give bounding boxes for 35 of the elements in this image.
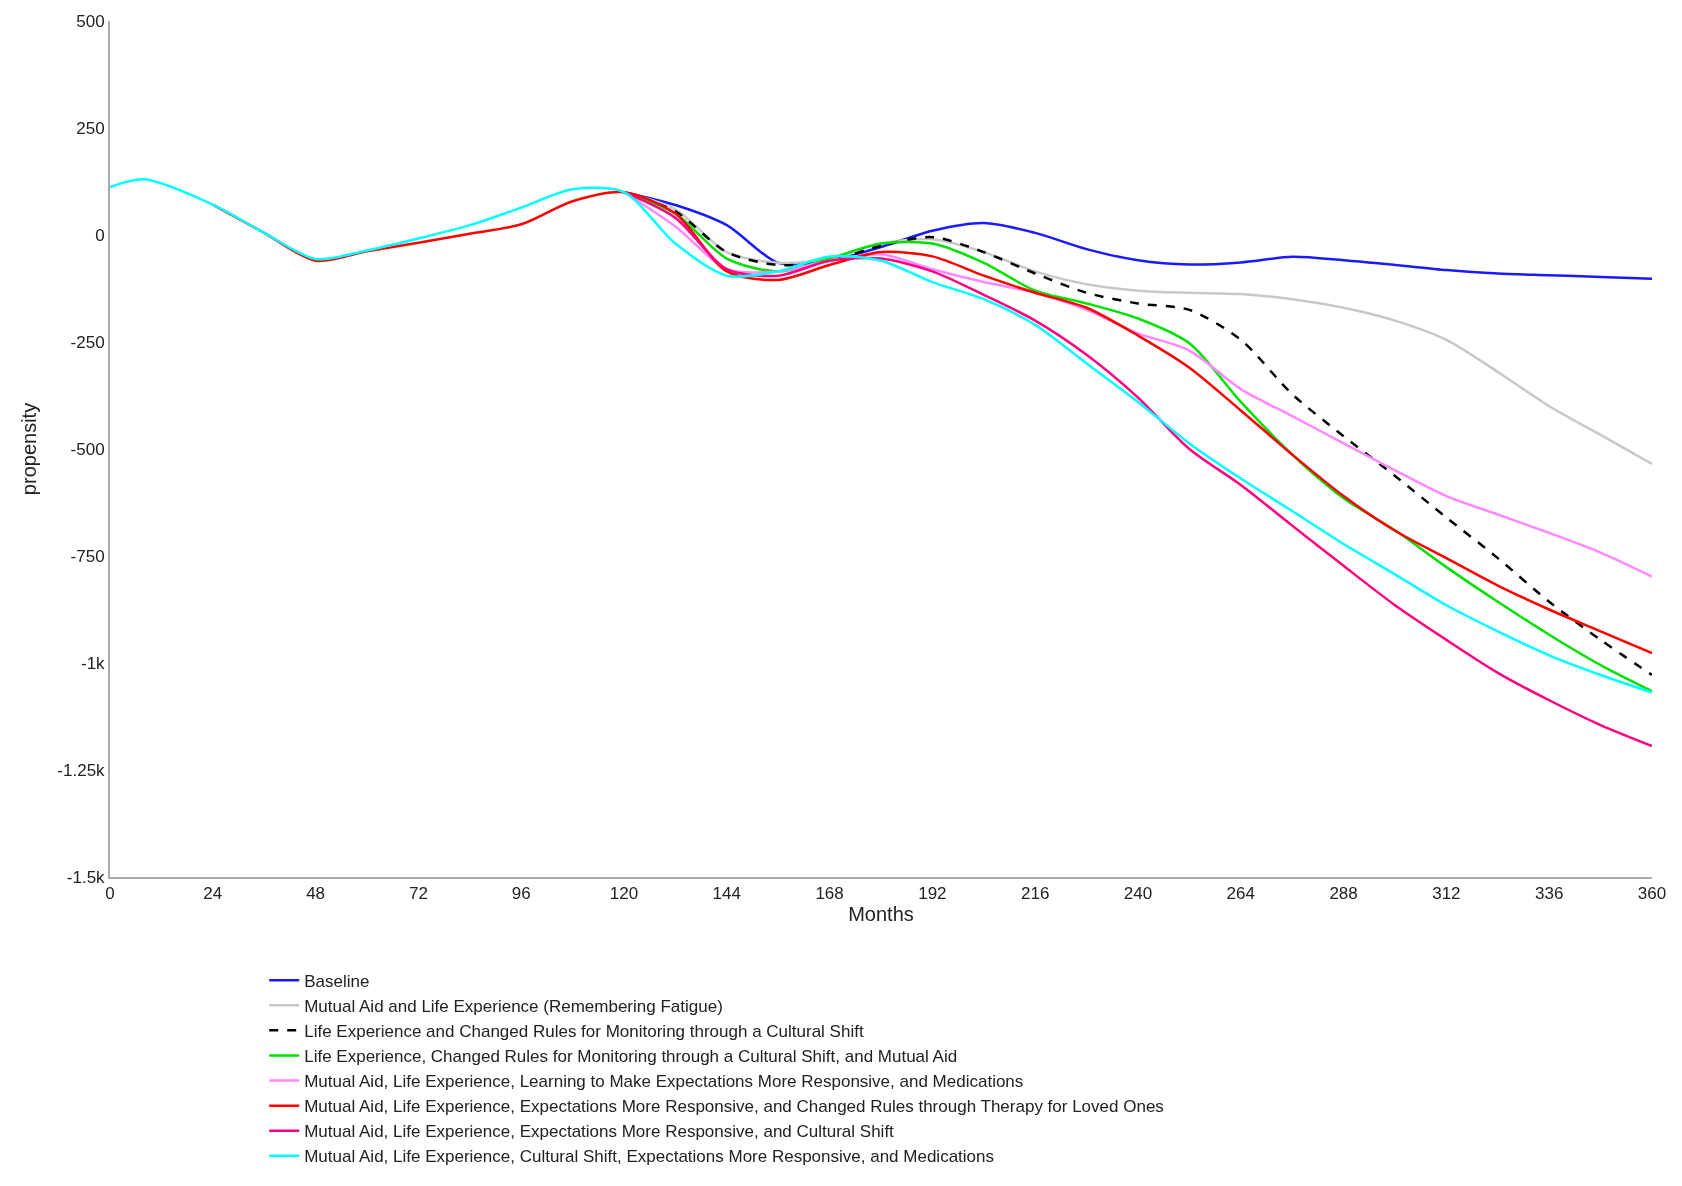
x-tick-label: 144 <box>712 884 741 904</box>
x-tick-label: 336 <box>1535 884 1564 904</box>
legend-label: Baseline <box>304 971 370 991</box>
x-tick-label: 312 <box>1432 884 1461 904</box>
legend-label: Mutual Aid and Life Experience (Remembering Fatigue) <box>304 996 723 1016</box>
x-tick-label: 264 <box>1226 884 1255 904</box>
legend-label: Life Experience, Changed Rules for Monitoring through a Cultural Shift, and Mutual Aid <box>304 1047 958 1067</box>
line-series <box>110 178 1652 694</box>
y-tick-label: -1.5k <box>66 867 106 887</box>
x-tick-label: 360 <box>1637 884 1667 904</box>
y-tick-label: -250 <box>70 332 105 352</box>
x-tick-label: 24 <box>203 884 223 904</box>
legend-label: Mutual Aid, Life Experience, Learning to Make Expectations More Responsive, and Medications <box>304 1072 1024 1092</box>
x-tick-label: 240 <box>1123 884 1153 904</box>
legend-label: Mutual Aid, Life Experience, Expectations More Responsive, and Changed Rules through Therapy for Loved Ones <box>304 1097 1164 1117</box>
x-tick-label: 168 <box>815 884 844 904</box>
x-tick-label: 120 <box>609 884 639 904</box>
legend-label: Mutual Aid, Life Experience, Cultural Shift, Expectations More Responsive, and Medications <box>304 1147 995 1167</box>
y-tick-label: 0 <box>95 225 105 245</box>
x-tick-label: 288 <box>1329 884 1358 904</box>
x-tick-label: 216 <box>1021 884 1050 904</box>
y-tick-label: 250 <box>76 118 105 138</box>
x-tick-label: 96 <box>511 884 531 904</box>
y-axis-title: propensity <box>18 402 41 496</box>
legend-label: Life Experience and Changed Rules for Monitoring through a Cultural Shift <box>304 1021 864 1041</box>
y-tick-label: -1.25k <box>57 760 106 780</box>
x-tick-label: 192 <box>918 884 947 904</box>
x-tick-label: 72 <box>408 884 428 904</box>
x-tick-label: 48 <box>306 884 326 904</box>
y-tick-label: -500 <box>70 439 105 459</box>
y-tick-label: -1k <box>80 653 106 673</box>
y-tick-label: -750 <box>70 546 105 566</box>
legend-label: Mutual Aid, Life Experience, Expectations More Responsive, and Cultural Shift <box>304 1122 895 1142</box>
y-tick-label: 500 <box>76 11 105 31</box>
x-axis-title: Months <box>848 903 914 926</box>
